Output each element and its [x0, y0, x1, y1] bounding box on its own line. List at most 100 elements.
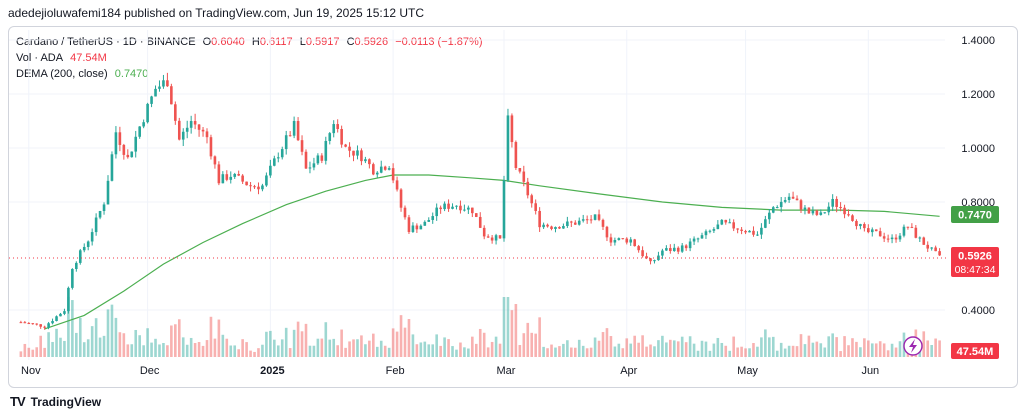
- symbol-row: Cardano / TetherUS · 1D · BINANCE O0.604…: [16, 34, 482, 50]
- volume-bar: [740, 346, 743, 357]
- candle-body: [75, 262, 78, 270]
- volume-bar: [807, 335, 811, 357]
- volume-bar: [102, 335, 106, 357]
- volume-bar: [253, 351, 256, 357]
- volume-bar: [221, 334, 225, 357]
- candle-body: [39, 324, 42, 327]
- y-tick-label: 0.4000: [961, 305, 995, 317]
- candle-body: [90, 232, 94, 242]
- candle-body: [292, 121, 296, 136]
- volume-bar: [510, 310, 514, 357]
- volume-bar: [554, 347, 557, 357]
- x-tick-label: Apr: [620, 365, 637, 377]
- candle-body: [19, 322, 23, 324]
- candle-body: [621, 238, 625, 240]
- volume-bar: [867, 340, 870, 357]
- volume-bar: [530, 332, 534, 357]
- volume-bar: [546, 348, 549, 357]
- candle-body: [752, 230, 755, 235]
- lightning-icon[interactable]: [903, 336, 923, 356]
- volume-bar: [379, 340, 383, 357]
- candle-body: [177, 120, 181, 140]
- candle-body: [570, 221, 573, 223]
- candle-body: [459, 205, 462, 211]
- candle-body: [700, 235, 704, 239]
- volume-bar: [217, 319, 221, 357]
- candle-body: [518, 168, 522, 172]
- volume-bar: [122, 333, 126, 357]
- volume-bar: [562, 343, 565, 357]
- volume-bar: [783, 348, 787, 357]
- volume-bar: [926, 340, 930, 357]
- volume-bar: [82, 342, 86, 357]
- candle-body: [229, 176, 233, 180]
- volume-bars: [19, 297, 941, 357]
- dema-tag-text: 0.7470: [958, 210, 992, 222]
- y-tick-label: 1.2000: [961, 89, 995, 101]
- volume-label[interactable]: Vol · ADA: [16, 52, 64, 64]
- volume-bar: [205, 340, 209, 357]
- volume-bar: [51, 341, 54, 357]
- candle-body: [732, 222, 735, 229]
- candle-body: [522, 171, 526, 182]
- candle-body: [629, 239, 633, 243]
- volume-bar: [918, 351, 922, 357]
- candle-body: [106, 180, 110, 205]
- x-tick-label: Nov: [21, 365, 41, 377]
- candle-body: [55, 316, 58, 322]
- symbol-name[interactable]: Cardano / TetherUS · 1D · BINANCE: [16, 36, 196, 48]
- candle-body: [276, 157, 280, 159]
- x-tick-label: Jun: [861, 365, 879, 377]
- candle-body: [839, 206, 842, 208]
- candle-body: [102, 204, 106, 211]
- candle-body: [835, 198, 838, 207]
- volume-bar: [581, 345, 585, 357]
- candle-body: [478, 216, 482, 228]
- candle-body: [415, 225, 419, 230]
- candle-body: [803, 207, 807, 210]
- candle-body: [395, 180, 399, 190]
- candle-body: [779, 201, 783, 208]
- candle-body: [217, 164, 221, 184]
- candle-body: [193, 121, 197, 125]
- x-tick-label: May: [737, 365, 758, 377]
- volume-bar: [71, 300, 74, 357]
- volume-bar: [653, 346, 656, 357]
- candle-body: [130, 151, 134, 158]
- volume-bar: [249, 350, 252, 357]
- volume-bar: [158, 344, 161, 357]
- open-label: O: [202, 36, 212, 48]
- volume-bar: [193, 343, 197, 357]
- candle-body: [581, 219, 585, 221]
- volume-bar: [886, 350, 890, 357]
- footer-brand[interactable]: TV TradingView: [10, 394, 101, 409]
- candle-body: [748, 230, 751, 233]
- volume-bar: [657, 340, 660, 357]
- volume-bar: [748, 348, 751, 357]
- volume-bar: [637, 342, 640, 357]
- candle-body: [482, 227, 486, 237]
- volume-bar: [787, 345, 791, 357]
- volume-bar: [629, 343, 633, 357]
- candle-body: [558, 226, 561, 229]
- candle-body: [463, 209, 466, 211]
- candle-body: [265, 175, 268, 186]
- chart-frame[interactable]: [8, 26, 1018, 388]
- candle-body: [348, 146, 351, 151]
- volume-bar: [118, 332, 122, 357]
- candle-body: [138, 126, 141, 137]
- volume-bar: [407, 319, 411, 357]
- volume-value: 47.54M: [70, 52, 107, 64]
- dema-label[interactable]: DEMA (200, close): [16, 68, 108, 80]
- candle-body: [605, 226, 609, 238]
- volume-bar: [471, 336, 474, 357]
- dema-row: DEMA (200, close) 0.7470: [16, 66, 482, 82]
- candle-body: [870, 229, 874, 233]
- candle-body: [150, 96, 153, 104]
- candle-body: [118, 132, 122, 145]
- volume-bar: [597, 340, 601, 357]
- candle-body: [78, 250, 82, 263]
- volume-bar: [233, 345, 237, 357]
- footer-brand-label: TradingView: [30, 394, 102, 409]
